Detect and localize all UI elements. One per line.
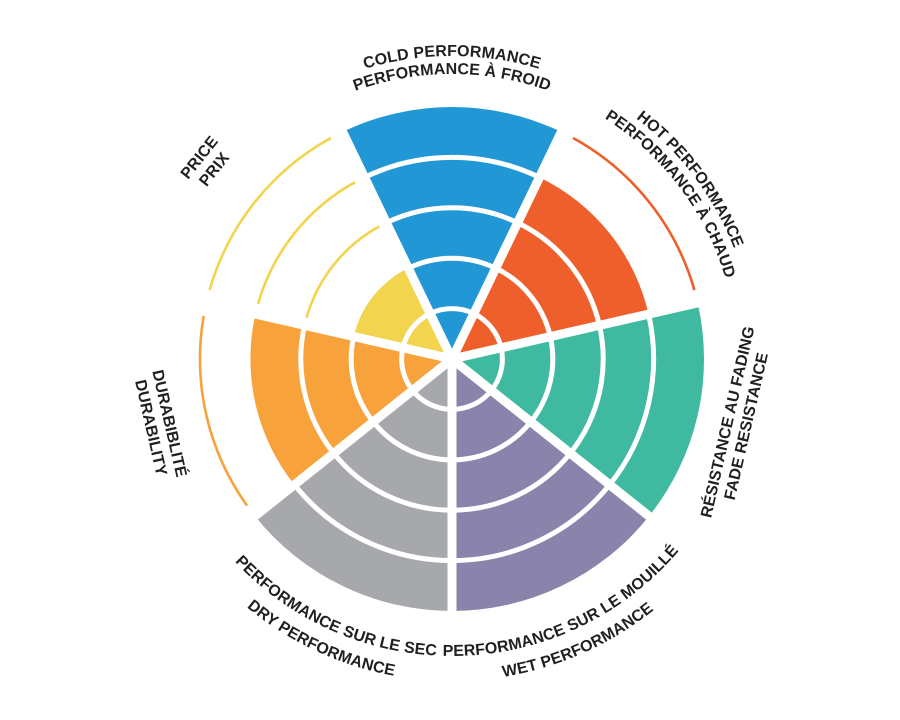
hot-performance-label-en: HOT PERFORMANCE [634,108,747,250]
ring-divider [607,313,657,487]
ring-divider [331,451,453,513]
ring-divider [451,420,533,463]
ring-divider [298,324,336,455]
dry-performance-wedge [254,359,452,611]
wet-performance-wedge [452,359,650,611]
durability-label: DURABIBLITÉDURABILITY [130,368,191,483]
price-outline-arc [208,136,332,291]
cold-performance-wedge [342,107,562,360]
ring-divider [568,324,606,455]
ring-divider [516,220,602,326]
price-outline-arc [256,181,356,305]
ring-divider [371,420,453,463]
hot-performance-label-en-text: HOT PERFORMANCE [634,108,747,250]
spoke-divider [202,297,454,364]
ring-divider [348,336,376,424]
price-label: PRICEPRIX [178,133,237,194]
spoke-divider [450,297,702,364]
price-wedge [353,268,452,359]
ring-divider [363,154,541,180]
ring-divider [407,255,497,271]
spoke-divider [447,127,567,361]
spoke-divider [249,355,455,522]
ring-divider [451,483,612,564]
ring-divider [292,483,453,564]
ring-divider [494,265,553,338]
hot-performance-outline-arc [572,136,696,291]
hot-performance-wedge [452,177,649,359]
ring-divider [451,451,573,513]
ring-divider [528,336,556,424]
price-outline-arc [305,225,380,319]
fade-resistance-wedge [452,302,704,517]
spoke-divider [337,127,457,361]
ring-divider [385,205,519,226]
durability-outline-arc [198,315,249,507]
fade-resistance-label: RÉSISTANCE AU FADINGFADE RESISTANCE [696,324,777,523]
spoke-divider [449,355,655,522]
